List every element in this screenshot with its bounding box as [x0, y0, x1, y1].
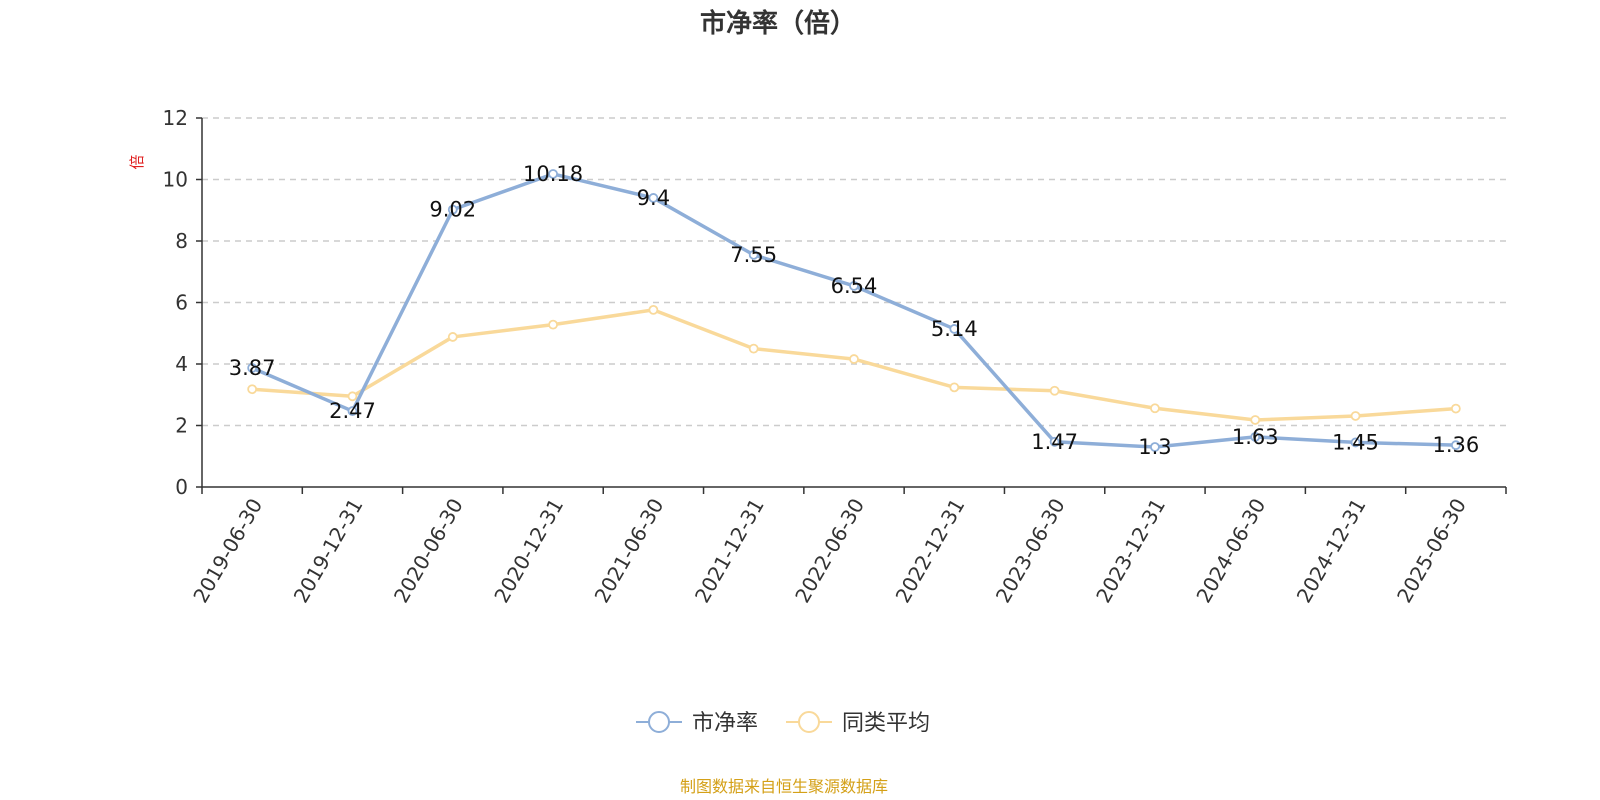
x-tick-label: 2025-06-30	[1392, 494, 1471, 607]
x-tick-label: 2022-12-31	[890, 494, 969, 607]
series-line-1	[250, 308, 1458, 422]
data-label: 1.3	[1138, 435, 1171, 459]
source-note: 制图数据来自恒生聚源数据库	[680, 777, 888, 796]
y-tick-label: 12	[163, 106, 188, 130]
legend-label: 同类平均	[842, 711, 930, 736]
data-label: 7.55	[730, 243, 777, 267]
x-tick-label: 2021-06-30	[590, 494, 669, 607]
grid-lines	[202, 117, 1506, 427]
data-point[interactable]	[748, 343, 759, 354]
data-point[interactable]	[849, 354, 859, 364]
data-point[interactable]	[1250, 415, 1261, 425]
y-tick-label: 8	[175, 229, 188, 253]
x-tick-label: 2023-12-31	[1091, 494, 1170, 607]
data-point[interactable]	[1049, 385, 1060, 396]
data-point[interactable]	[648, 304, 659, 315]
legend-label: 市净率	[692, 711, 758, 736]
legend-marker	[798, 711, 820, 733]
data-label: 1.36	[1432, 433, 1479, 457]
data-label: 2.47	[329, 399, 376, 423]
data-point[interactable]	[648, 193, 659, 203]
data-point[interactable]	[247, 363, 258, 373]
data-label: 10.18	[523, 162, 583, 186]
data-point[interactable]	[1150, 403, 1160, 414]
data-point[interactable]	[1450, 403, 1461, 414]
data-label: 1.47	[1031, 430, 1078, 454]
data-label: 5.14	[931, 317, 978, 341]
data-label: 9.02	[429, 198, 476, 222]
legend-item-1[interactable]: 同类平均	[786, 711, 930, 736]
x-tick-label: 2023-06-30	[991, 494, 1070, 607]
data-point[interactable]	[1350, 437, 1361, 448]
data-point[interactable]	[247, 384, 258, 395]
y-tick-label: 0	[175, 475, 188, 499]
y-tick-label: 4	[175, 352, 188, 376]
x-tick-label: 2022-06-30	[790, 494, 869, 607]
data-label: 1.45	[1332, 430, 1379, 454]
x-tick-label: 2020-06-30	[389, 494, 468, 607]
data-point[interactable]	[447, 204, 458, 215]
data-point[interactable]	[1150, 442, 1160, 452]
x-tick-label: 2019-12-31	[289, 494, 368, 607]
data-label: 1.63	[1232, 425, 1279, 449]
data-point[interactable]	[548, 319, 558, 330]
data-point[interactable]	[548, 169, 558, 179]
data-point[interactable]	[347, 406, 358, 416]
data-point[interactable]	[849, 280, 859, 291]
data-point[interactable]	[447, 332, 458, 342]
data-point[interactable]	[1350, 411, 1361, 421]
data-point[interactable]	[748, 249, 759, 260]
chart-title: 市净率（倍）	[700, 8, 856, 39]
data-point[interactable]	[1250, 431, 1261, 442]
data-label: 3.87	[229, 356, 276, 380]
x-tick-label: 2021-12-31	[690, 494, 769, 607]
x-tick-label: 2019-06-30	[188, 494, 267, 607]
data-point[interactable]	[1450, 440, 1461, 451]
series-lines	[247, 169, 1461, 452]
data-label: 9.4	[637, 186, 670, 210]
legend[interactable]: 市净率 同类平均	[636, 711, 930, 736]
y-tick-label: 6	[175, 291, 188, 315]
data-point[interactable]	[949, 382, 960, 393]
data-point[interactable]	[1049, 436, 1060, 447]
legend-item-0[interactable]: 市净率	[636, 711, 758, 736]
data-point[interactable]	[347, 391, 358, 402]
x-tick-label: 2020-12-31	[489, 494, 568, 607]
legend-marker	[648, 711, 670, 733]
y-tick-label: 2	[175, 414, 188, 438]
data-point[interactable]	[949, 324, 960, 334]
y-axis-unit: 倍	[128, 154, 146, 169]
y-tick-label: 10	[163, 168, 188, 192]
data-label: 6.54	[831, 274, 878, 298]
data-labels: 3.87 2.47 9.02 10.18 9.4 7.55 6.54 5.14 1.47 1.3 1…	[229, 162, 1479, 459]
x-tick-label: 2024-06-30	[1191, 494, 1270, 607]
x-tick-label: 2024-12-31	[1292, 494, 1371, 607]
